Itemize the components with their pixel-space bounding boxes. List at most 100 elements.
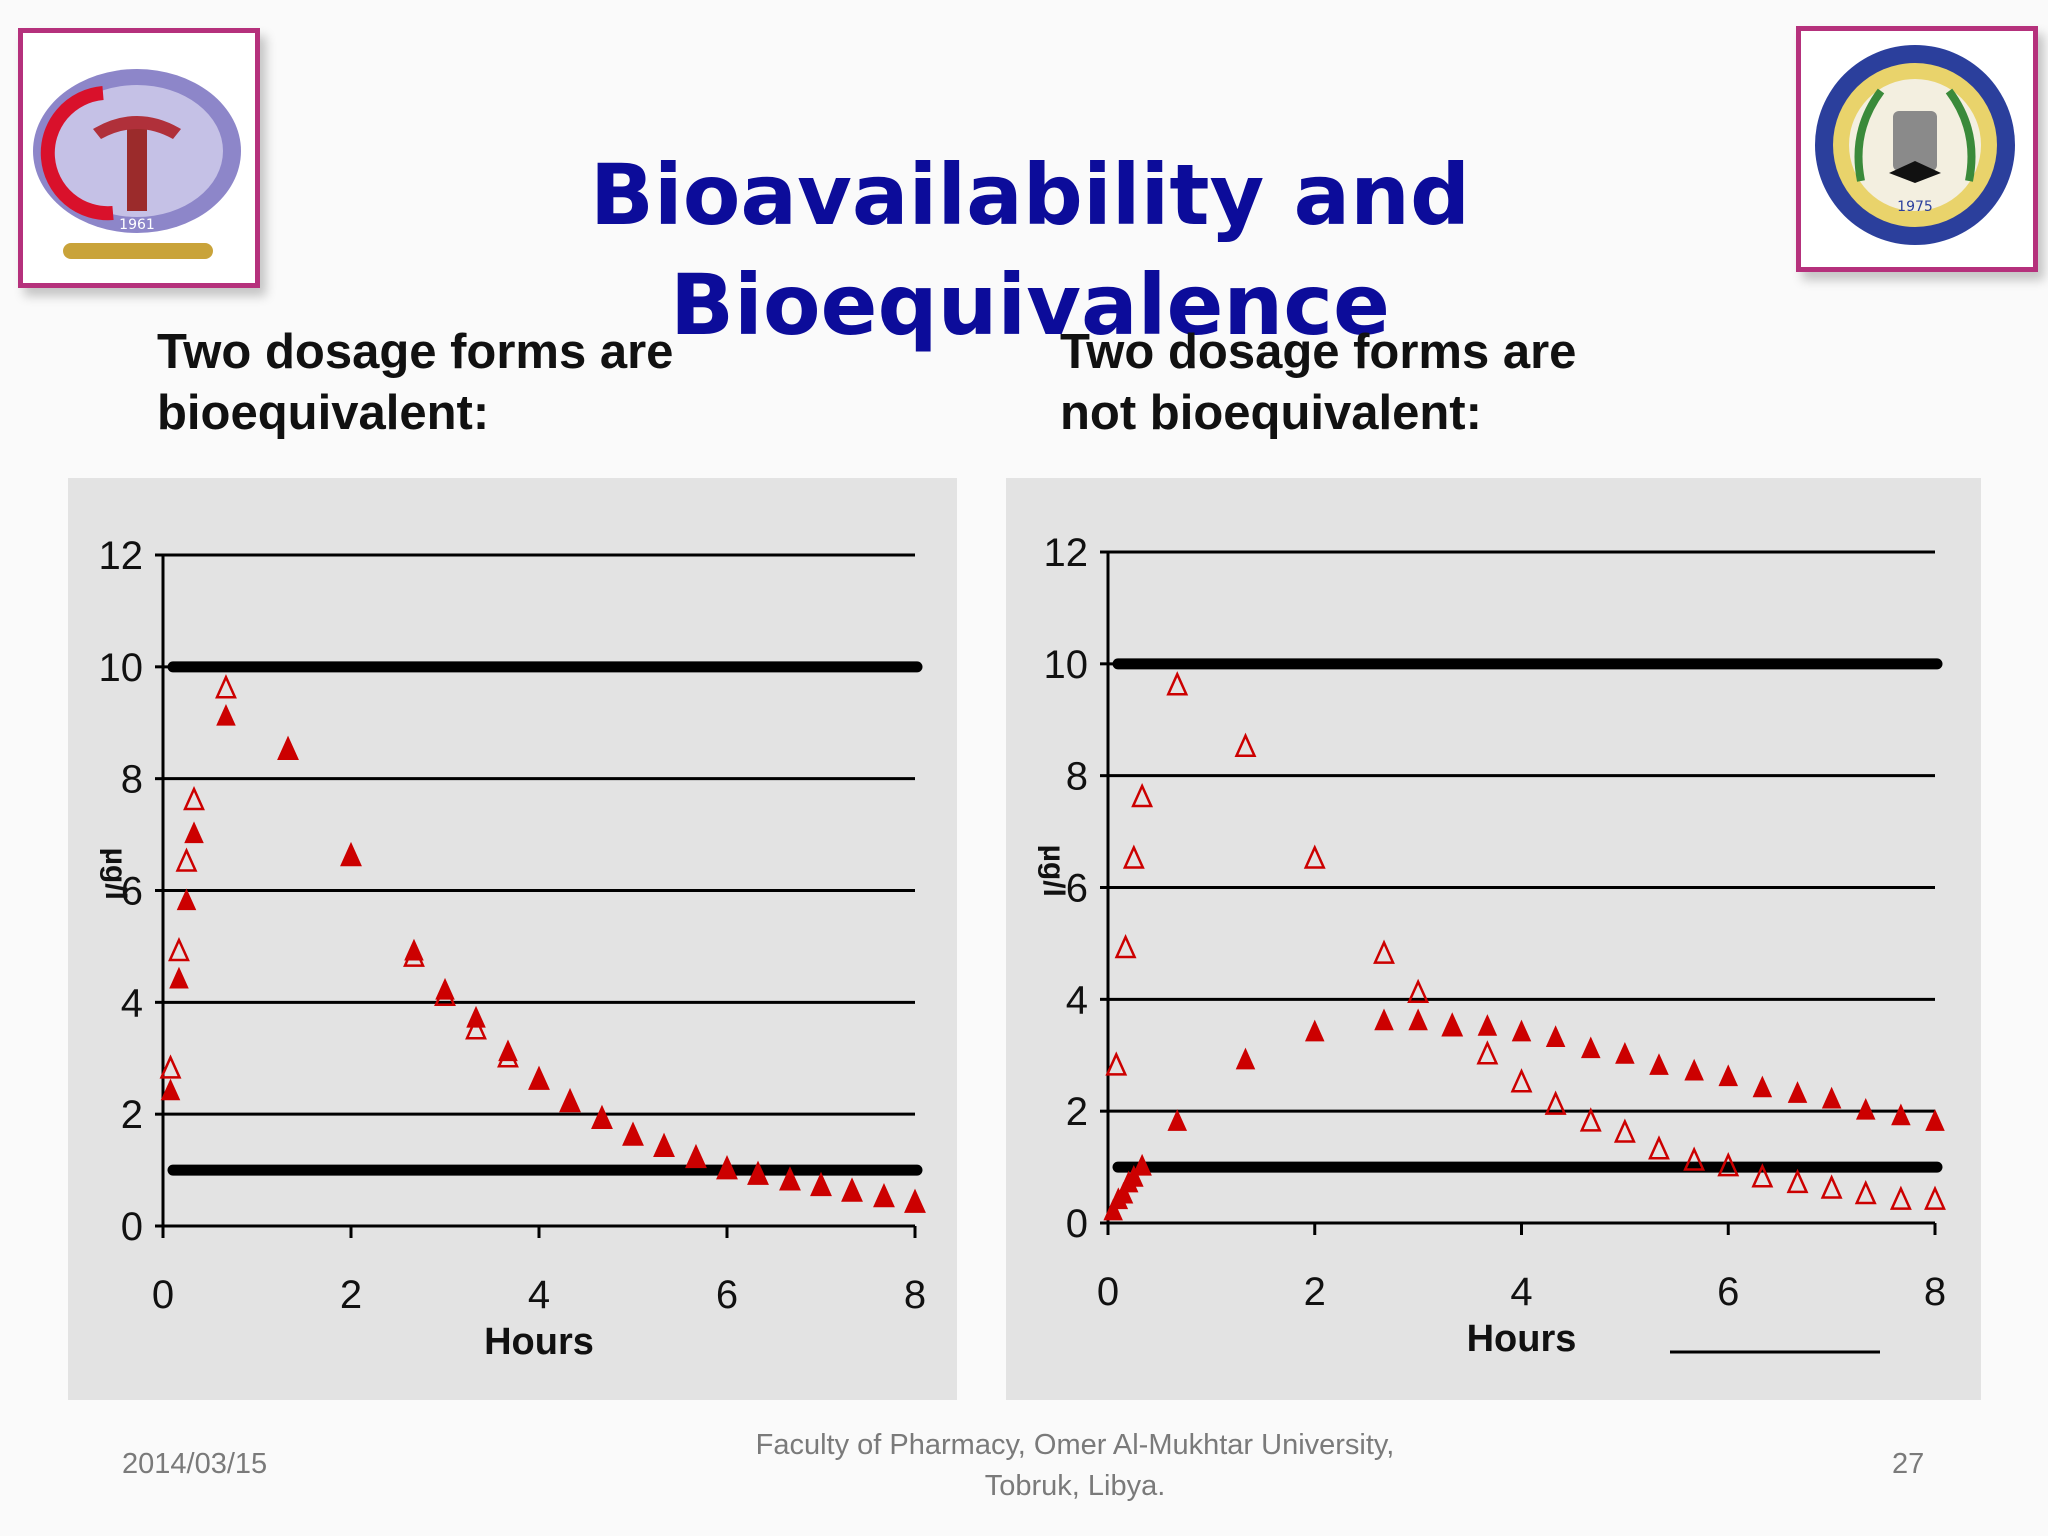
data-point-filled [404,938,424,961]
data-point-filled [1132,1153,1152,1176]
data-point-open [1544,1090,1567,1115]
data-point-filled [1511,1019,1532,1042]
x-tick-label: 6 [1717,1270,1739,1314]
data-point-filled [1891,1103,1911,1126]
data-point-filled [592,1106,612,1129]
data-point-filled [811,1173,831,1196]
y-axis-label: µg/l [99,848,132,900]
data-point-filled [216,703,236,726]
data-point-filled [1167,1109,1188,1131]
chart-panel-bioequivalent: 0 2 4 6 8 10 12 0 2 4 6 8 Hours µg/l [68,478,957,1400]
y-tick-label: 4 [1066,978,1088,1022]
data-point-open [1854,1179,1877,1205]
data-point-filled [623,1123,643,1146]
data-point-filled [560,1089,580,1112]
y-tick-label: 0 [121,1205,143,1249]
data-point-filled [686,1145,706,1168]
x-tick-label: 4 [528,1273,550,1317]
data-point-filled [654,1134,674,1157]
data-point-filled [176,888,197,911]
heading-line: not bioequivalent: [1060,386,1482,440]
data-point-filled [1408,1008,1428,1031]
data-point-open [1122,844,1145,869]
y-tick-label: 4 [121,981,143,1025]
data-point-open [1751,1163,1774,1188]
data-point-filled [184,821,204,844]
data-point-filled [1821,1086,1842,1109]
data-point-filled [780,1168,800,1190]
data-point-filled [1752,1075,1773,1098]
x-tick-label: 2 [1304,1270,1326,1314]
data-point-open [1166,671,1189,696]
data-point-open [215,674,237,699]
footer-date: 2014/03/15 [122,1448,268,1480]
data-point-open [1924,1185,1946,1210]
data-point-filled [160,1078,181,1101]
data-point-open [1476,1040,1499,1065]
footer-org-line: Faculty of Pharmacy, Omer Al-Mukhtar Uni… [755,1429,1395,1461]
heading-line: bioequivalent: [157,386,490,440]
data-point-open [1613,1118,1636,1143]
x-tick-label: 2 [340,1273,362,1317]
data-point-open [465,1015,487,1040]
page-number: 27 [1892,1448,1925,1480]
data-point-open [1131,782,1154,808]
data-point-open [1407,978,1430,1003]
data-point-filled [169,966,189,989]
data-point-filled [1649,1053,1669,1075]
chart-panel-not-bioequivalent: 0 2 4 6 8 10 12 0 2 4 6 8 Hours µg/l [1006,478,1981,1400]
heading-line: Two dosage forms are [1060,325,1577,379]
y-tick-label: 8 [121,758,143,802]
data-point-filled [341,843,361,866]
data-point-open [1510,1068,1533,1093]
x-axis-label: Hours [484,1321,594,1363]
data-point-filled [1235,1047,1256,1070]
data-point-filled [1580,1036,1601,1059]
data-point-open [159,1054,182,1079]
seal-year-text: 1975 [1897,199,1933,215]
panel-heading-bioequivalent: Two dosage forms are bioequivalent: [157,322,673,444]
data-point-open [183,785,205,811]
data-point-filled [1787,1081,1808,1103]
x-tick-label: 0 [152,1273,174,1317]
data-point-open [1579,1107,1602,1132]
y-tick-label: 12 [1044,531,1089,575]
data-point-open [175,847,198,872]
y-axis-label: µg/l [1037,845,1070,897]
y-tick-label: 12 [99,534,144,578]
data-point-filled [1684,1058,1704,1081]
data-point-open [1373,939,1395,964]
data-point-open [1820,1174,1843,1199]
data-point-open [1234,732,1257,757]
data-point-filled [874,1184,894,1207]
data-point-filled [1925,1109,1945,1131]
data-point-filled [498,1039,518,1062]
data-point-open [1648,1135,1670,1160]
footer-organization: Faculty of Pharmacy, Omer Al-Mukhtar Uni… [640,1425,1510,1507]
logo-year-text: 1961 [119,217,155,233]
data-point-filled [717,1156,737,1179]
data-point-filled [1855,1097,1876,1120]
data-point-open [1889,1185,1912,1210]
data-point-filled [905,1190,925,1213]
data-point-filled [466,1005,486,1028]
data-point-open [168,936,190,962]
data-point-filled [1615,1042,1635,1064]
x-tick-label: 0 [1097,1270,1119,1314]
data-point-filled [842,1179,862,1201]
y-tick-label: 0 [1066,1202,1088,1246]
data-point-filled [1477,1014,1498,1036]
page-title: Bioavailability and Bioequivalence [589,146,1471,354]
x-axis-label: Hours [1467,1318,1577,1360]
data-point-open [1303,844,1326,869]
data-point-filled [1545,1025,1566,1047]
data-point-open [1105,1051,1128,1076]
chart-bioequivalent: 0 2 4 6 8 10 12 0 2 4 6 8 Hours µg/l [99,534,927,1363]
heading-line: Two dosage forms are [157,325,674,379]
y-tick-label: 6 [1066,867,1088,911]
x-tick-label: 6 [716,1273,738,1317]
y-tick-label: 2 [1066,1090,1088,1134]
x-tick-label: 8 [904,1273,926,1317]
data-point-filled [1718,1064,1739,1087]
pharmacy-emblem-icon: 1961 [33,69,241,259]
